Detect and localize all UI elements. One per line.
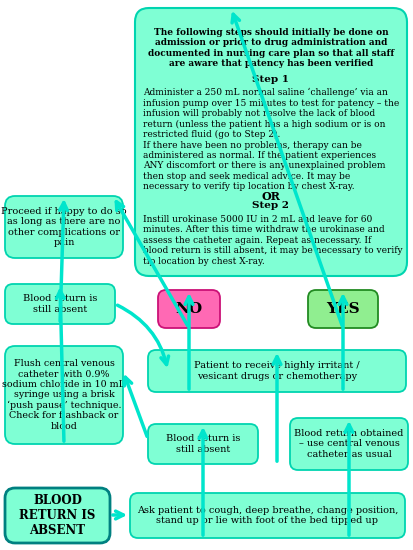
Text: Blood return is
still absent: Blood return is still absent (166, 434, 240, 454)
FancyBboxPatch shape (147, 350, 405, 392)
FancyBboxPatch shape (135, 8, 406, 276)
FancyBboxPatch shape (158, 290, 219, 328)
FancyBboxPatch shape (307, 290, 377, 328)
Text: Blood return is
still absent: Blood return is still absent (23, 294, 97, 313)
FancyBboxPatch shape (5, 488, 110, 543)
FancyBboxPatch shape (5, 196, 123, 258)
Text: YES: YES (325, 302, 359, 316)
Text: BLOOD
RETURN IS
ABSENT: BLOOD RETURN IS ABSENT (19, 494, 95, 537)
Text: Administer a 250 mL normal saline ‘challenge’ via an
infusion pump over 15 minut: Administer a 250 mL normal saline ‘chall… (142, 88, 398, 191)
Text: Instill urokinase 5000 IU in 2 mL and leave for 60
minutes. After this time with: Instill urokinase 5000 IU in 2 mL and le… (142, 215, 402, 266)
Text: Flush central venous
catheter with 0.9%
sodium chloride in 10 mL
syringe using a: Flush central venous catheter with 0.9% … (2, 359, 125, 431)
FancyBboxPatch shape (130, 493, 404, 538)
Text: NO: NO (175, 302, 202, 316)
FancyBboxPatch shape (5, 284, 115, 324)
Text: Blood return obtained
– use central venous
catheter as usual: Blood return obtained – use central veno… (294, 429, 403, 459)
Text: Step 1: Step 1 (252, 75, 289, 85)
Text: Proceed if happy to do so
as long as there are no
other complications or
pain: Proceed if happy to do so as long as the… (1, 207, 126, 247)
FancyBboxPatch shape (5, 346, 123, 444)
Text: Ask patient to cough, deep breathe, change position,
stand up or lie with foot o: Ask patient to cough, deep breathe, chan… (136, 506, 397, 525)
Text: The following steps should initially be done on
admission or prior to drug admin: The following steps should initially be … (147, 28, 393, 68)
FancyBboxPatch shape (289, 418, 407, 470)
Text: OR: OR (261, 190, 280, 201)
Text: Step 2: Step 2 (252, 201, 289, 211)
FancyBboxPatch shape (147, 424, 257, 464)
Text: Patient to receive highly irritant /
vesicant drugs or chemotherapy: Patient to receive highly irritant / ves… (194, 361, 359, 381)
